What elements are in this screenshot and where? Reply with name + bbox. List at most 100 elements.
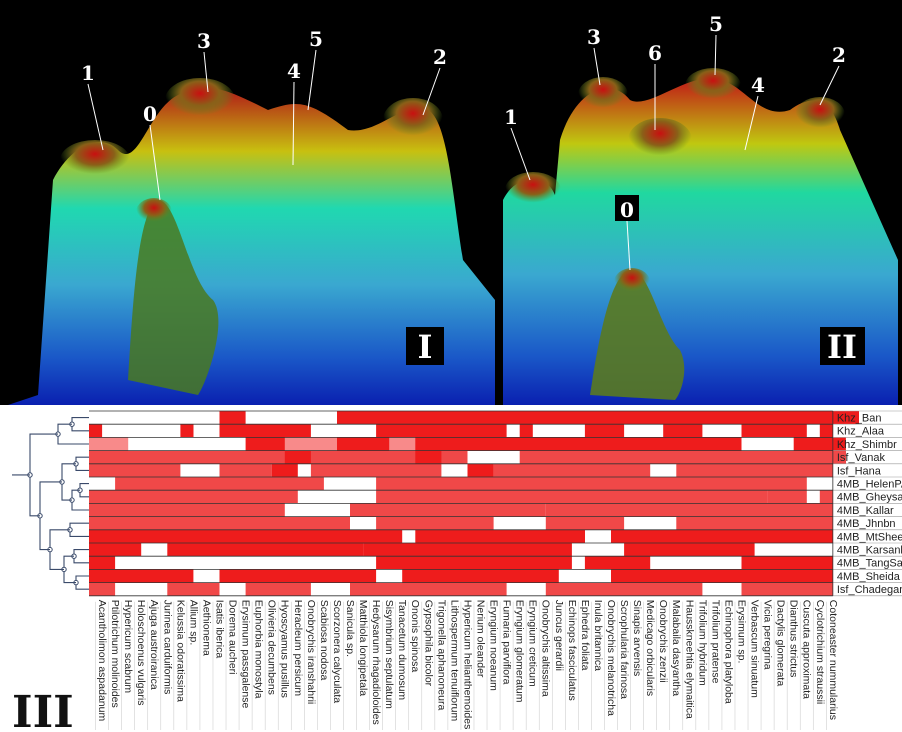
row-label: 4MB_HelenPA (837, 479, 902, 491)
column-label: Eryngium glomeratum (514, 600, 526, 703)
heatmap-cell (167, 582, 220, 596)
column-label: Medicago orbicularis (644, 600, 656, 696)
heatmap-cell (115, 477, 324, 491)
peak-label: 5 (709, 12, 723, 36)
panel-label-i: I (418, 328, 433, 366)
heatmap-cell (376, 477, 807, 491)
column-label: Tanacetum dumosum (396, 600, 408, 701)
column-label: Acantholimon aspadanum (96, 600, 108, 722)
heatmap-chart: Khz_BanKhz_AlaaKhz_ShimbrIsf_VanakIsf_Ha… (12, 410, 902, 732)
column-label: Scorzonera calyculata (331, 600, 343, 703)
heatmap-cell (350, 503, 546, 517)
peak-leader-line (422, 67, 441, 116)
peak-label: 0 (143, 102, 157, 126)
heatmap-cell (415, 529, 585, 543)
column-label: Echinophora platyloba (722, 600, 734, 704)
heatmap-cell (89, 463, 181, 477)
peak-leader-line (149, 124, 161, 201)
row-label: Khz_Shimbr (837, 439, 897, 451)
heatmap-cell (89, 582, 116, 596)
row-label: Isf_Hana (837, 465, 882, 477)
column-label: Eryngium noeanum (488, 600, 500, 691)
heatmap-cell (167, 543, 364, 557)
peak-leader-line (307, 49, 317, 111)
row-label: Isf_Chadegan (837, 584, 902, 596)
column-label: Onobrychis melanotricha (605, 600, 617, 716)
row-labels: Khz_BanKhz_AlaaKhz_ShimbrIsf_VanakIsf_Ha… (837, 413, 902, 597)
row-label: 4MB_TangSayad (837, 558, 902, 570)
surface-ii (503, 78, 898, 405)
column-label: Sanicula sp. (344, 600, 356, 657)
column-label: Lithospermum tenuiflorum (448, 600, 460, 722)
row-label: Isf_Vanak (837, 452, 886, 464)
column-label: Jurinea carduiformis (161, 600, 173, 695)
column-label: Trifolium hybridum (696, 600, 708, 686)
peak-leader-line (626, 220, 631, 271)
heatmap-cell (376, 424, 507, 438)
column-label: Heracleum persicum (292, 600, 304, 697)
surface-plot-i: 1 0 3 54 2 I (8, 27, 495, 405)
heatmap-cell (363, 543, 572, 557)
column-label: Dactylis glomerata (775, 600, 787, 687)
column-labels: Acantholimon aspadanum Ptilotrichum molin… (95, 600, 839, 730)
heatmap-cell (310, 463, 442, 477)
panel-label-ii: II (827, 328, 857, 366)
heatmap-cell (741, 556, 833, 570)
column-label: Dorema aucheri (227, 600, 239, 675)
peak-leader-line (292, 81, 295, 166)
heatmap-cells (89, 411, 859, 596)
dendrogram-branch (69, 522, 89, 537)
heatmap-cell (245, 437, 742, 451)
heatmap-cell (89, 437, 129, 451)
column-label: Dianthus strictus (788, 600, 800, 678)
column-label: Inula britannica (592, 600, 604, 671)
row-label: Khz_Alaa (837, 426, 885, 438)
heatmap-cell (376, 516, 494, 530)
dendrogram-branch (39, 481, 62, 551)
column-label: Echinops fasciculatus (566, 600, 578, 701)
column-label: Verbascum sinuatum (749, 600, 761, 698)
heatmap-cell (89, 543, 142, 557)
column-label: Ononis spinosa (409, 600, 421, 673)
peak-label: 0 (620, 198, 634, 222)
column-label: Euphorbia monostyla (253, 600, 265, 699)
heatmap-cell (819, 424, 833, 438)
heatmap-cell (89, 503, 285, 517)
heatmap-cell (350, 582, 507, 596)
heatmap-cell (89, 529, 403, 543)
heatmap-cell (89, 556, 116, 570)
heatmap-cell (819, 490, 833, 504)
heatmap-cell (271, 463, 298, 477)
heatmap-cell (284, 437, 337, 451)
column-label: Hausskneehtia elymaitica (683, 600, 695, 719)
peak-label: 6 (648, 41, 662, 65)
heatmap-cell (89, 490, 298, 504)
figure-label-iii: III (12, 687, 74, 732)
heatmap-cell (545, 582, 703, 596)
column-label: Allium sp. (187, 600, 199, 646)
column-label: Nerium oleander (475, 600, 487, 678)
heatmap-cell (545, 516, 625, 530)
column-label: Sisymbrium septulatum (383, 600, 395, 709)
row-label: 4MB_Karsank2 (837, 545, 902, 557)
heatmap-cell (676, 463, 833, 477)
heatmap-cell (584, 424, 625, 438)
dendrogram-branch (57, 423, 89, 445)
column-label: Cuscuta approximata (801, 600, 813, 699)
heatmap-cell (545, 503, 833, 517)
column-label: Kelussia odoratissima (174, 600, 186, 702)
heatmap-cell (284, 450, 311, 464)
column-label: Erysimum passgalense (240, 600, 252, 709)
heatmap-cell (467, 463, 494, 477)
column-label: Sinapis arvensis (631, 600, 643, 676)
heatmap-cell (624, 543, 755, 557)
peak-leader-line (510, 127, 531, 181)
heatmap-cell (663, 424, 703, 438)
column-label: Erysimum sp. (736, 600, 748, 664)
peak-label: 2 (433, 45, 447, 69)
column-label: Gypsophila bicolor (422, 600, 434, 687)
heatmap-cell (89, 450, 468, 464)
column-label: Matthiola longipetala (357, 600, 369, 696)
peak-leader-line (87, 83, 104, 151)
column-label: Hypericum scabrum (122, 600, 134, 694)
